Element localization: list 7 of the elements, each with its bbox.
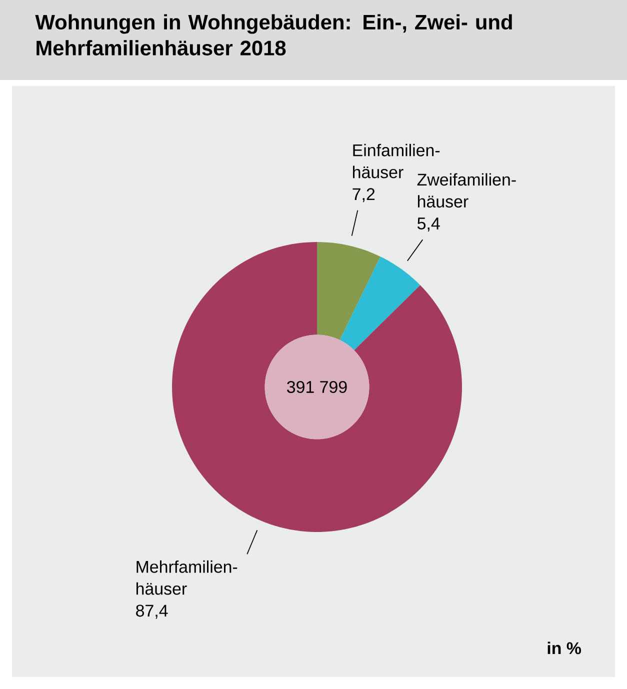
- text: in %: [548, 642, 582, 654]
- chart-title: Wohnungen in Wohngebäuden: Ein-, Zwei- und Mehrfamilienhäuser 2018: [35, 14, 512, 56]
- data-label: 87,4: [136, 604, 168, 619]
- slice-label: Mehrfamilien-häuser: [136, 560, 238, 595]
- data-label: 7,2: [352, 188, 375, 202]
- text: 391 799: [287, 380, 347, 393]
- data-label: 5,4: [417, 218, 440, 232]
